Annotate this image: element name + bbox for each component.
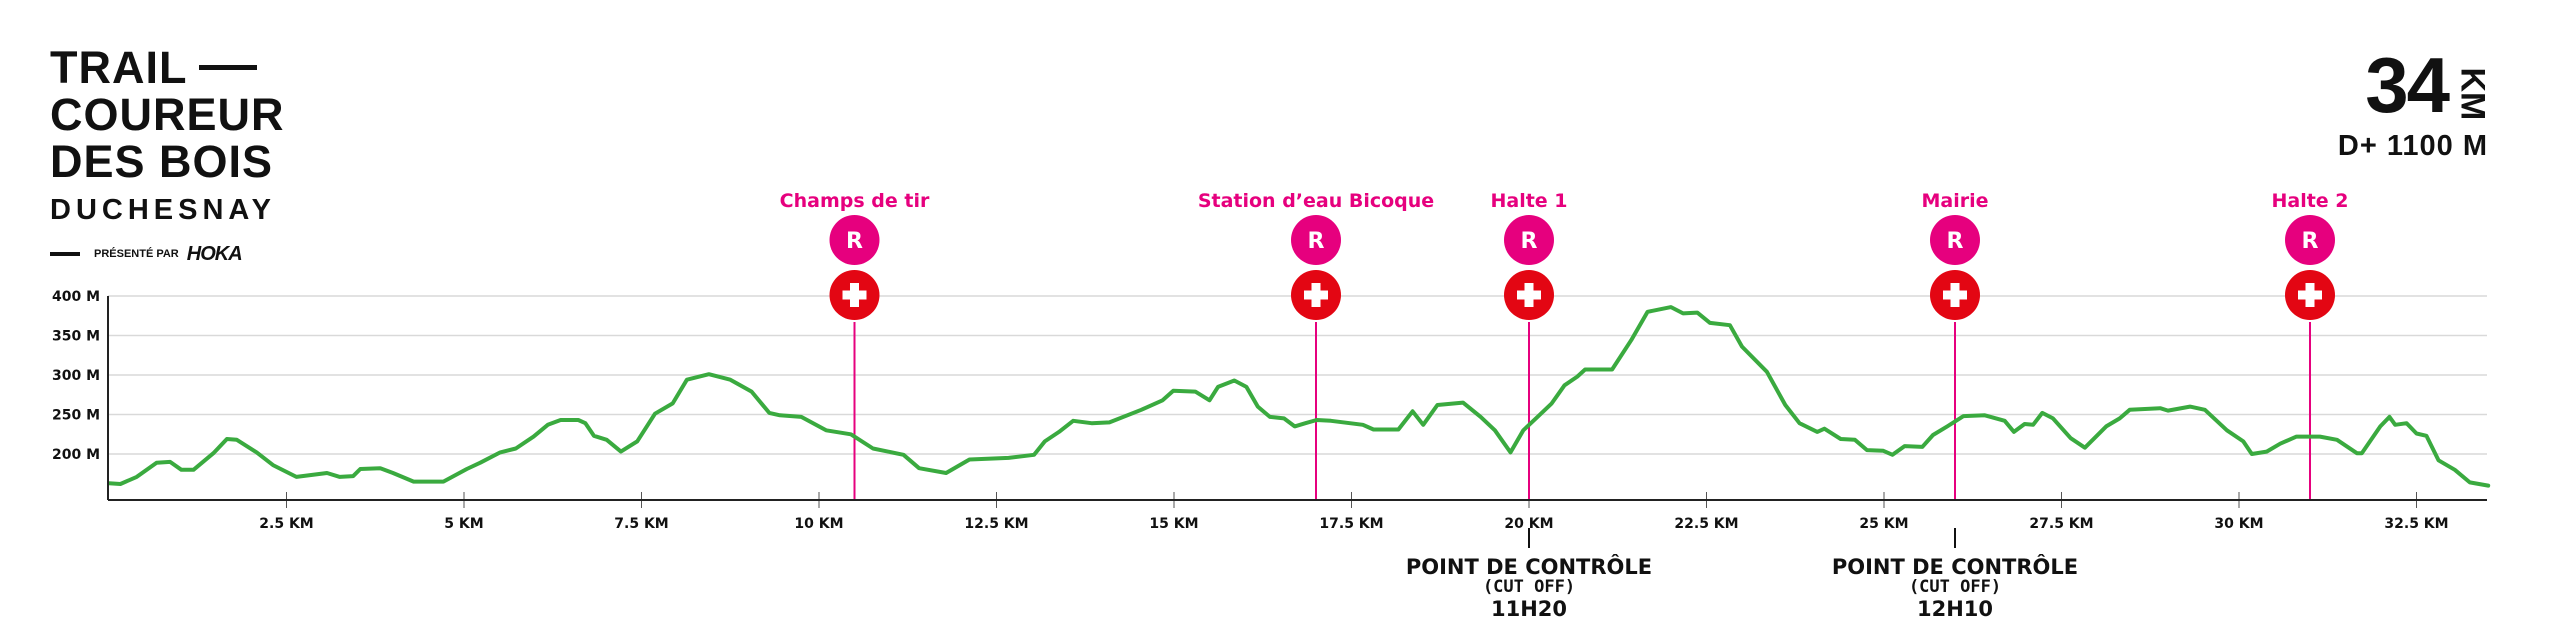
distance-value: 34 [2365,41,2450,129]
elevation-line [107,305,2491,488]
marker-label: Halte 2 [2271,190,2348,212]
cutoff-subtitle: (CUT OFF) [1483,577,1575,597]
x-tick-label: 27.5 KM [2029,516,2093,532]
first-aid-cross-h [1943,290,1967,300]
refreshment-badge [1291,215,1341,265]
first-aid-cross-h [1517,290,1541,300]
cutoff-time: 11H20 [1491,597,1567,621]
logo-line-trail: TRAIL [50,44,285,91]
sponsor-logo: HOKA [186,243,243,265]
cutoff-title: POINT DE CONTRÔLE [1832,554,2078,579]
marker-label: Mairie [1921,190,1988,212]
x-tick-label: 2.5 KM [259,516,313,532]
elevation-gain: D+ 1100 M [2337,130,2488,162]
x-tick-label: 30 KM [2214,516,2263,532]
x-tick-label: 5 KM [444,516,483,532]
logo-line-des-bois: DES BOIS [50,136,274,187]
logo-dash [199,65,258,70]
x-tick-label: 25 KM [1859,516,1908,532]
race-distance: 34 KM [2365,41,2491,129]
y-tick-label: 350 M [52,329,100,345]
refreshment-badge [2285,215,2335,265]
presented-by: PRÉSENTÉ PAR HOKA [50,244,285,264]
refreshment-badge-letter: R [1947,229,1964,254]
x-tick-label: 20 KM [1504,516,1553,532]
first-aid-cross-h [1304,290,1328,300]
x-tick-label: 12.5 KM [964,516,1028,532]
refreshment-badge [829,215,880,265]
y-tick-label: 400 M [52,289,100,305]
marker-label: Champs de tir [780,190,930,212]
marker-label: Halte 1 [1490,190,1567,212]
y-tick-label: 300 M [52,368,100,384]
presented-dash [50,252,80,256]
event-logo: TRAIL COUREUR DES BOIS DUCHESNAY PRÉSENT… [50,44,285,264]
x-tick-label: 15 KM [1149,516,1198,532]
x-tick-label: 32.5 KM [2384,516,2448,532]
cutoff-title: POINT DE CONTRÔLE [1406,554,1652,579]
first-aid-cross-h [2298,290,2322,300]
first-aid-cross-h [842,290,867,300]
logo-line-coureur: COUREUR [50,89,285,140]
logo-line-duchesnay: DUCHESNAY [50,194,277,226]
refreshment-badge [1930,215,1980,265]
presented-by-text: PRÉSENTÉ PAR [94,247,179,260]
refreshment-badge [1504,215,1554,265]
x-tick-label: 10 KM [794,516,843,532]
refreshment-badge-letter: R [846,229,863,254]
cutoff-time: 12H10 [1917,597,1993,621]
x-tick-label: 7.5 KM [614,516,668,532]
marker-label: Station d’eau Bicoque [1198,190,1434,212]
logo-trail-text: TRAIL [50,42,188,93]
refreshment-badge-letter: R [1521,229,1538,254]
cutoff-subtitle: (CUT OFF) [1909,577,2001,597]
y-tick-label: 250 M [52,408,100,424]
x-tick-label: 17.5 KM [1319,516,1383,532]
refreshment-badge-letter: R [1308,229,1325,254]
x-tick-label: 22.5 KM [1674,516,1738,532]
y-tick-label: 200 M [52,447,100,463]
refreshment-badge-letter: R [2302,229,2319,254]
